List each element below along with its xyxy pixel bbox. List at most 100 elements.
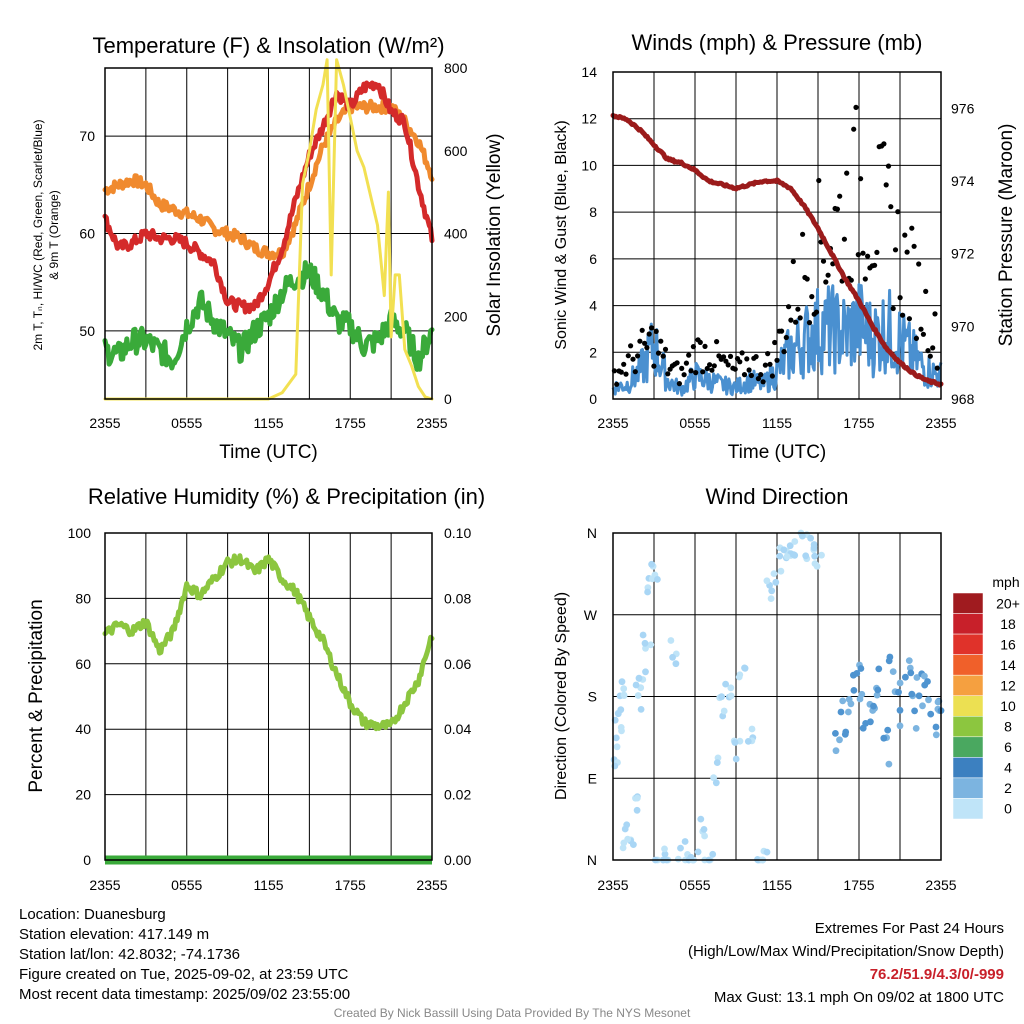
p4-direction-point [648,560,655,568]
p4-direction-point [641,639,649,647]
p4-y-tick-label: E [588,770,597,786]
p4-direction-point [807,534,814,542]
p3-y-axis-label: Percent & Precipitation [26,599,47,792]
p4-direction-point [642,644,649,652]
p2-gust-point [848,277,854,283]
p4-direction-point [786,542,794,550]
p4-direction-point [921,681,929,689]
p4-frame [612,532,942,861]
p3-y2-tick-label: 0.02 [444,787,471,803]
p2-pressure-line [610,112,944,388]
p1-y-tick-label: 50 [79,323,95,339]
p2-gust-point [767,361,773,367]
p4-direction-point [884,726,892,734]
p2-gust-point [806,320,813,326]
p2-gust-point [623,371,629,377]
p4-direction-point [934,698,942,706]
p2-y-axis-label: Sonic Wind & Gust (Blue, Black) [553,120,570,349]
p2-gust-point [748,372,755,379]
p4-legend-label: 20+ [996,595,1020,611]
p3-x-tick-label: 0555 [171,877,202,893]
p2-gust-point [637,338,643,344]
p4-legend-label: 16 [1000,636,1016,652]
p2-gust-point [844,170,850,176]
p2-y-tick-label: 14 [581,64,597,80]
p2-gust-point [899,312,906,318]
p4-legend-swatch [952,695,984,717]
p2-gust-point [762,362,769,368]
p4-legend-label: 18 [1000,616,1016,632]
p2-gust-point [781,349,787,355]
p2-gust-point [934,365,940,371]
p4-y-axis-label: Direction (Colored By Speed) [553,592,570,800]
p1-y-axis-label: & 9m T (Orange) [47,190,61,280]
p4-direction-point [895,688,902,696]
p2-gust-point [841,236,848,242]
p4-legend-swatch [952,716,984,738]
p2-y-tick-label: 10 [581,157,597,173]
extremes-title: Extremes For Past 24 Hours [814,920,1004,937]
p2-gust-point [930,345,936,351]
p2-gust-point [851,126,857,132]
p4-direction-point [768,587,776,595]
station-latlon: Station lat/lon: 42.8032; -74.1736 [19,946,241,963]
p3-y2-tick-label: 0.10 [444,525,471,541]
p4-legend-swatch [952,798,984,820]
p4-legend-label: 12 [1000,677,1016,693]
max-gust: Max Gust: 13.1 mph On 09/02 at 1800 UTC [713,989,1004,1006]
p2-y2-tick-label: 974 [951,173,975,189]
p4-direction-point [841,731,849,738]
p2-gust-point [635,353,641,359]
p2-gust-point [825,272,831,278]
p2-y2-tick-label: 968 [951,391,975,407]
p2-gust-point [925,348,931,354]
p2-gust-point [860,250,866,256]
p2-gust-point [855,252,861,258]
p3-y2-tick-label: 0.08 [444,590,471,606]
p4-direction-point [932,731,940,739]
p4-direction-point [908,690,916,698]
p4-direction-point [677,844,684,852]
p4-direction-point [853,670,861,677]
p4-direction-point [633,806,641,814]
p4-direction-point [867,718,874,726]
p2-gust-point [702,343,708,349]
p2-gust-point [676,381,683,387]
p3-x-tick-label: 1155 [253,877,283,893]
p3-y-tick-label: 100 [68,525,92,541]
p4-direction-point [681,838,689,845]
p4-direction-point [799,532,806,540]
p4-direction-point [850,687,858,694]
p4-direction-point [874,686,882,694]
p4-direction-point [613,743,621,751]
p4-direction-point [777,567,785,575]
p1-frame [104,67,433,400]
p2-gust-point [709,367,715,373]
p2-gust-point [904,249,910,255]
p4-x-tick-label: 0555 [679,877,710,893]
p2-gust-point [690,344,697,350]
p4-direction-point [620,685,628,693]
p2-gust-point [834,206,841,212]
p4-direction-point [713,759,721,766]
p2-gust-point [753,354,759,360]
p3-y-tick-label: 20 [75,787,91,803]
p4-direction-point [722,680,729,688]
p2-gust-point [674,360,680,366]
p2-gust-point [911,243,917,249]
p4-direction-point [763,848,771,856]
p4-direction-point [915,692,923,700]
p2-gust-point [823,279,829,285]
p4-direction-point [672,660,680,668]
station-location: Location: Duanesburg [19,906,166,923]
p2-gust-point [697,339,703,345]
credit-line: Created By Nick Bassill Using Data Provi… [333,1006,691,1020]
p4-direction-point [921,672,928,680]
p1-x-axis-label: Time (UTC) [219,442,318,463]
p4-legend-label: 8 [1004,719,1012,735]
p4-direction-point [905,657,913,664]
p4-direction-point [763,577,771,585]
p4-title: Wind Direction [705,484,848,509]
p2-gust-point [653,328,659,334]
p2-y-tick-label: 12 [581,111,597,127]
